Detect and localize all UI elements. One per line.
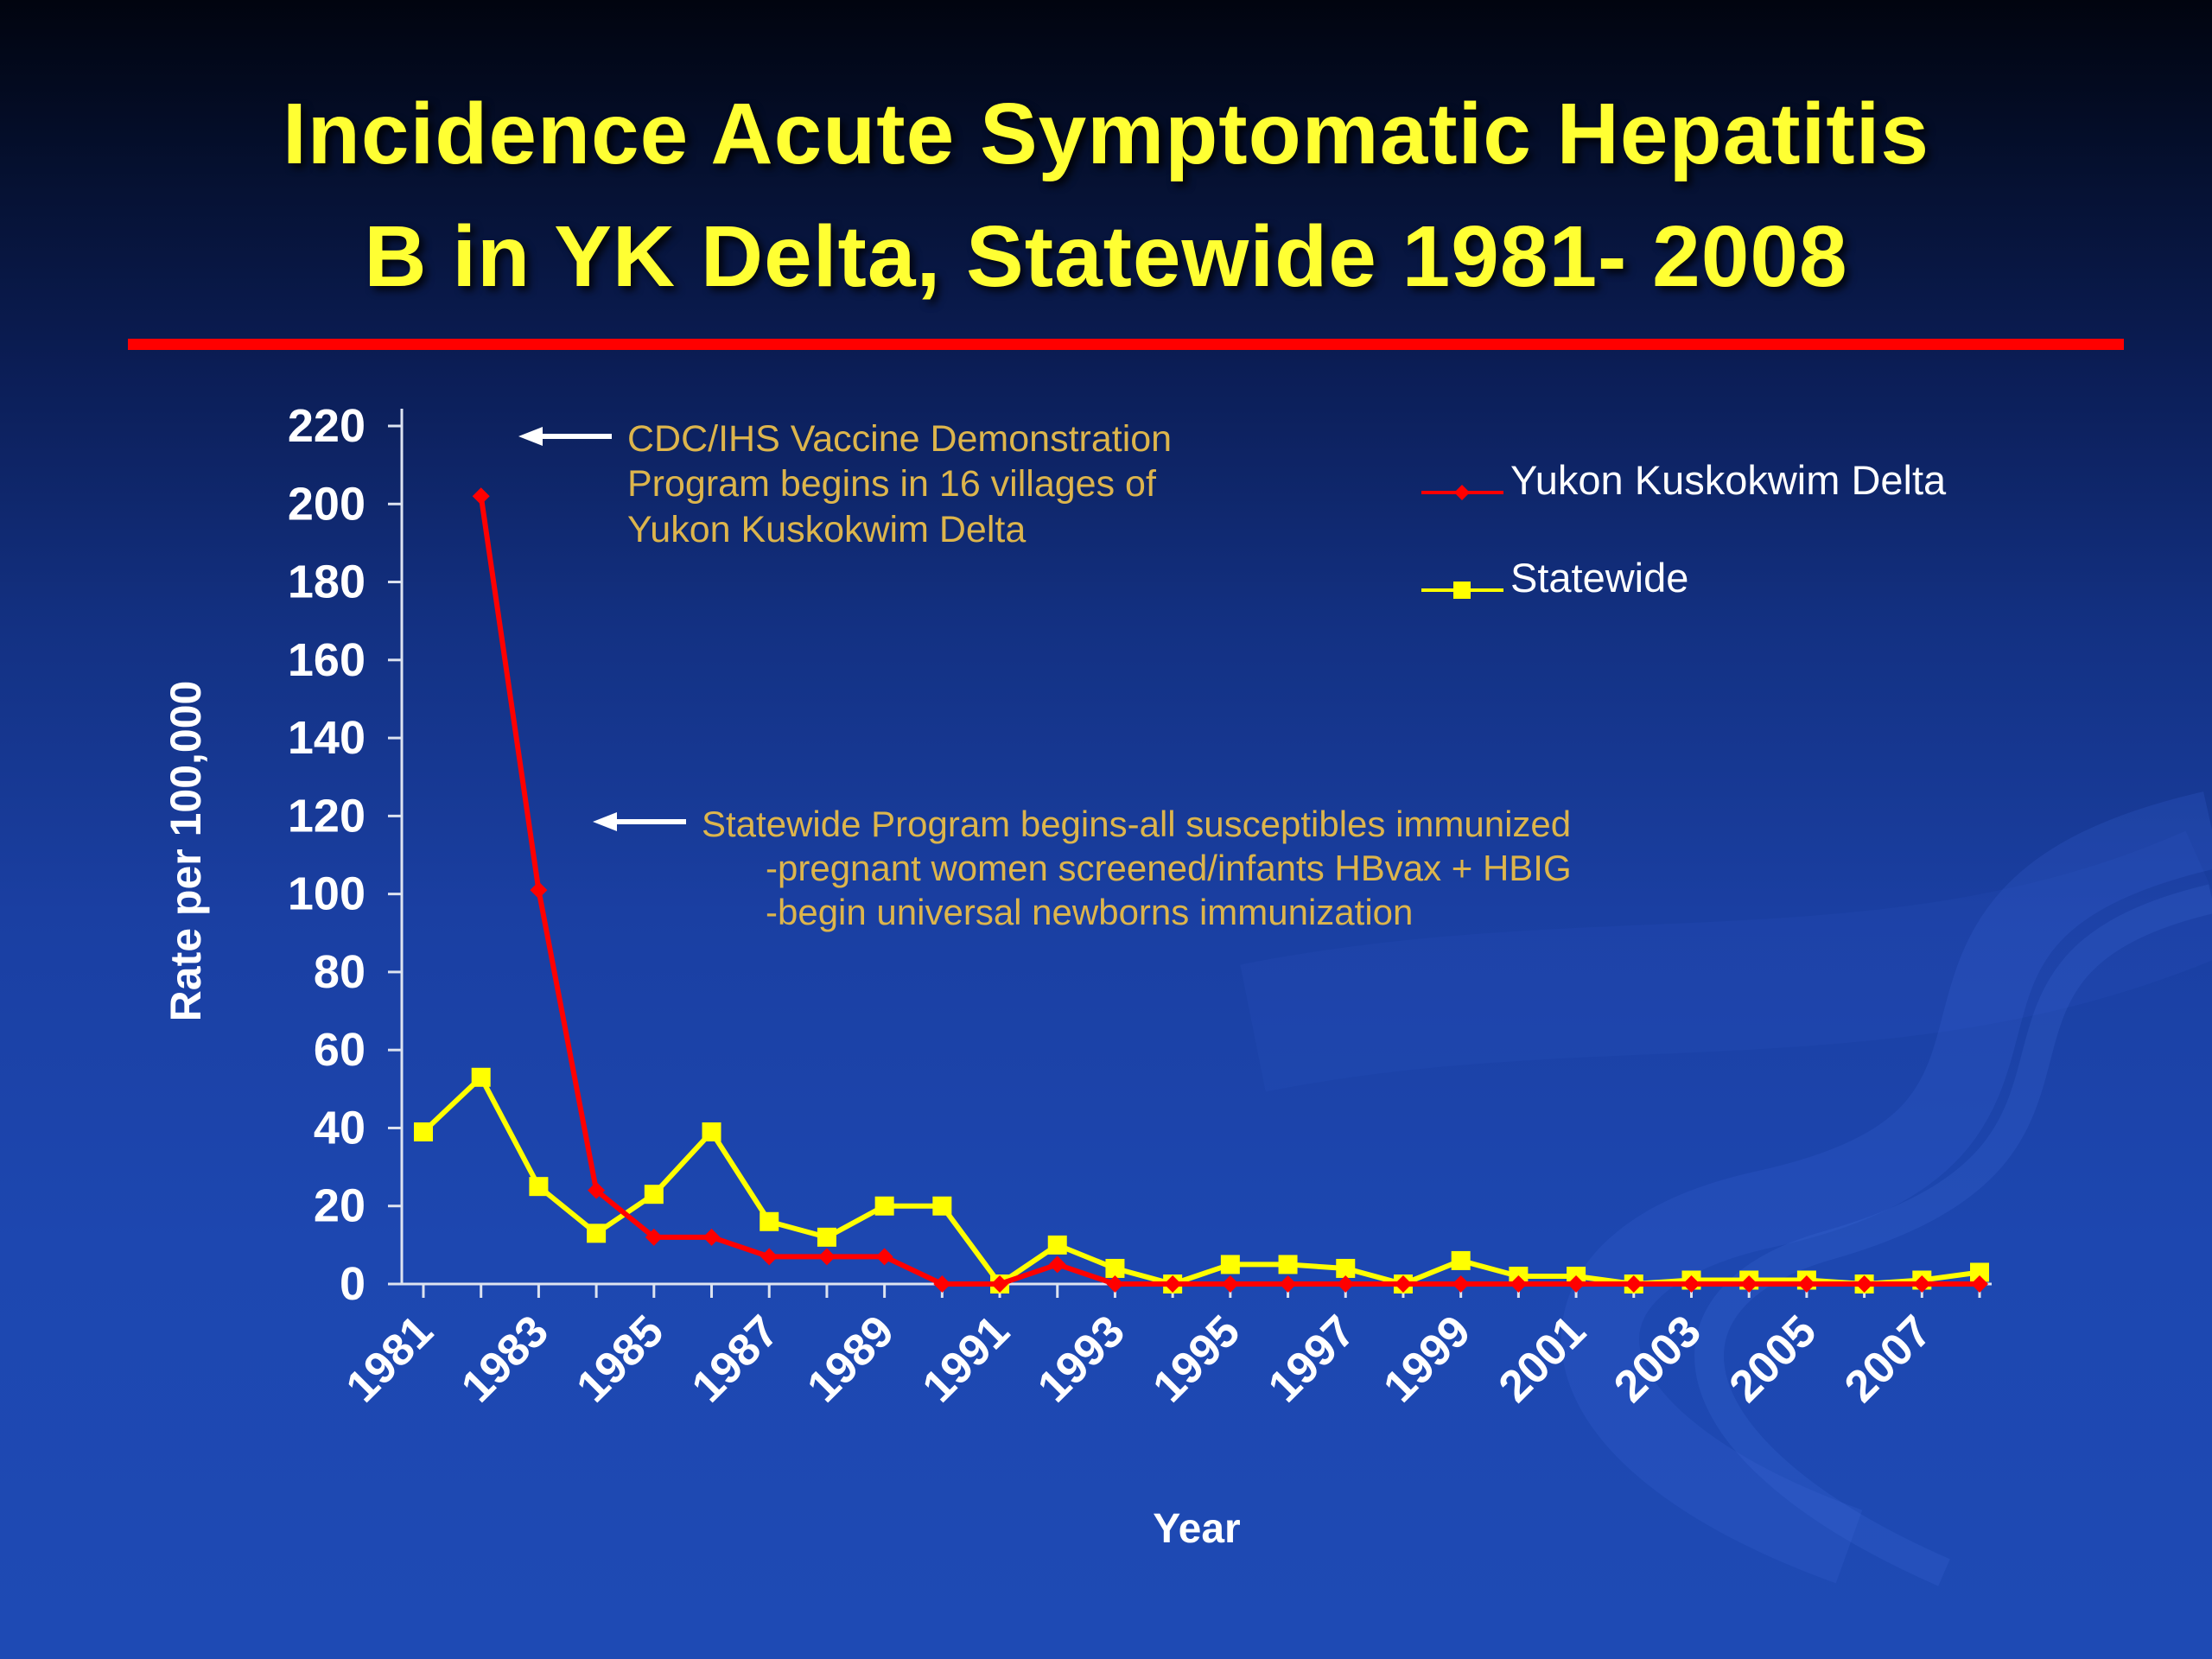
svg-text:1987: 1987 — [683, 1306, 789, 1412]
svg-text:1985: 1985 — [567, 1306, 673, 1412]
annotation-line: CDC/IHS Vaccine Demonstration — [627, 418, 1173, 460]
svg-text:2007: 2007 — [1835, 1306, 1942, 1412]
svg-text:1997: 1997 — [1259, 1306, 1365, 1412]
svg-text:20: 20 — [314, 1180, 365, 1232]
svg-text:1991: 1991 — [913, 1306, 1020, 1412]
svg-text:200: 200 — [288, 478, 365, 530]
annotation-line: -pregnant women screened/infants HBvax +… — [766, 848, 1572, 889]
svg-text:100: 100 — [288, 868, 365, 920]
legend-label: Yukon Kuskokwim Delta — [1510, 457, 1947, 503]
svg-text:1989: 1989 — [798, 1306, 904, 1412]
title-line-2: B in YK Delta, Statewide 1981- 2008 — [364, 208, 1848, 305]
svg-text:1993: 1993 — [1028, 1306, 1135, 1412]
svg-text:140: 140 — [288, 712, 365, 764]
title-divider-line — [128, 339, 2124, 350]
svg-text:1981: 1981 — [337, 1306, 443, 1412]
svg-text:60: 60 — [314, 1024, 365, 1076]
svg-text:2001: 2001 — [1490, 1306, 1596, 1412]
chart-legend: Yukon Kuskokwim Delta Statewide — [1421, 456, 1946, 601]
series-statewide — [414, 1067, 1989, 1294]
x-axis-title: Year — [1153, 1506, 1241, 1552]
svg-text:80: 80 — [314, 946, 365, 998]
y-axis-ticks: 0 20 40 60 80 100 120 140 160 180 200 220 — [288, 400, 402, 1310]
x-axis-ticks: 1981 1983 1985 1987 1989 1991 1993 1995 1997 1999… — [337, 1284, 1981, 1412]
legend-marker-red-diamond-icon — [1421, 467, 1503, 500]
annotation-vaccine-demo: CDC/IHS Vaccine Demonstration Program be… — [518, 416, 1172, 552]
svg-text:120: 120 — [288, 790, 365, 842]
legend-label: Statewide — [1510, 555, 1689, 601]
annotation-vaccine-demo-text: CDC/IHS Vaccine Demonstration Program be… — [627, 416, 1172, 552]
svg-text:2003: 2003 — [1605, 1306, 1711, 1412]
annotation-statewide-program: Statewide Program begins-all susceptible… — [593, 802, 1572, 935]
svg-text:220: 220 — [288, 400, 365, 452]
svg-text:180: 180 — [288, 556, 365, 608]
annotation-line: Program begins in 16 villages of — [627, 463, 1156, 505]
left-arrow-icon — [593, 810, 688, 837]
title-line-1: Incidence Acute Symptomatic Hepatitis — [283, 86, 1929, 182]
svg-text:1999: 1999 — [1374, 1306, 1480, 1412]
legend-item-statewide: Statewide — [1421, 554, 1946, 601]
annotation-statewide-program-text: Statewide Program begins-all susceptible… — [702, 802, 1572, 935]
annotation-line: Statewide Program begins-all susceptible… — [702, 804, 1572, 844]
svg-text:1983: 1983 — [452, 1306, 558, 1412]
series-yukon-kuskokwim-delta — [472, 487, 1988, 1293]
svg-text:1995: 1995 — [1144, 1306, 1250, 1412]
annotation-line: -begin universal newborns immunization — [766, 892, 1414, 933]
legend-item-yukon-kuskokwim-delta: Yukon Kuskokwim Delta — [1421, 456, 1946, 504]
left-arrow-icon — [518, 425, 613, 452]
legend-marker-yellow-square-icon — [1421, 565, 1503, 599]
annotation-line: Yukon Kuskokwim Delta — [627, 508, 1027, 550]
svg-text:40: 40 — [314, 1102, 365, 1154]
svg-text:0: 0 — [340, 1258, 365, 1310]
svg-text:2005: 2005 — [1720, 1306, 1827, 1412]
slide-title: Incidence Acute Symptomatic Hepatitis B … — [0, 73, 2212, 318]
svg-text:160: 160 — [288, 634, 365, 686]
